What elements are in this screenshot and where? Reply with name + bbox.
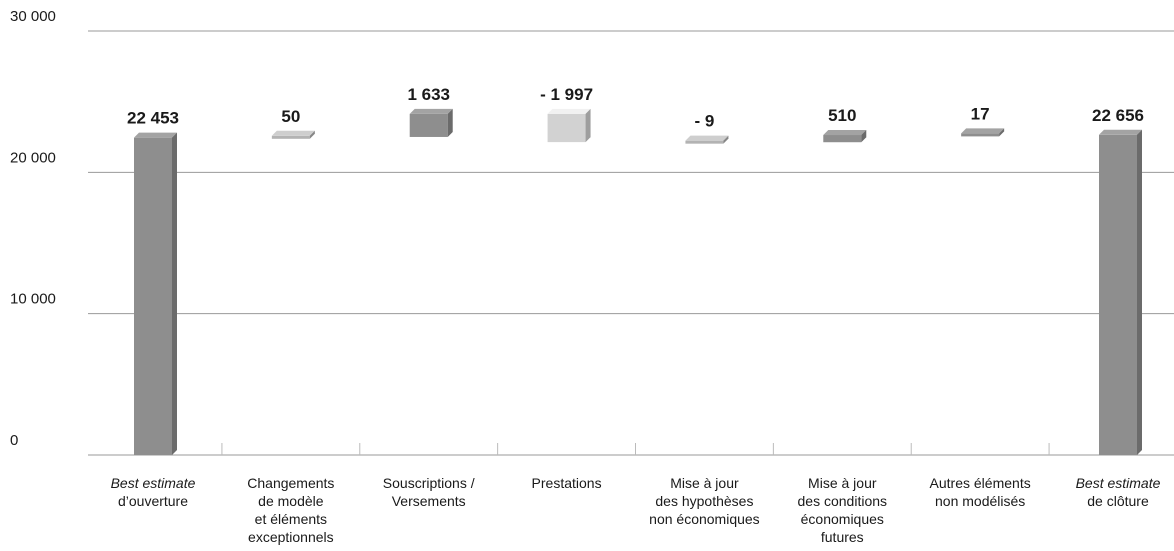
bar-side — [172, 132, 177, 456]
x-tick-label-line: Changements — [247, 475, 334, 491]
bar — [685, 135, 729, 144]
bar-front — [961, 133, 1000, 137]
bar-top — [547, 108, 591, 114]
value-label: 22 453 — [127, 109, 179, 128]
x-tick-label: Autres éléments non modélisés — [930, 475, 1031, 509]
x-tick-label-line: Souscriptions / — [383, 475, 475, 491]
bar-side — [1137, 129, 1142, 455]
value-label: 510 — [828, 106, 856, 125]
bar-top — [134, 132, 177, 138]
bar-side — [723, 135, 729, 144]
x-tick-label-line: non modélisés — [935, 493, 1025, 509]
x-tick-label-line: Best estimate — [1076, 475, 1161, 491]
x-tick-label-line: Mise à jour — [808, 475, 877, 491]
value-label: 1 633 — [407, 85, 450, 104]
x-tick-label-line: des conditions — [798, 493, 888, 509]
bar — [134, 132, 177, 456]
bar — [1099, 129, 1142, 455]
bar-top — [823, 130, 867, 136]
value-label: - 9 — [695, 112, 715, 131]
bar-top — [685, 135, 729, 141]
y-tick-label: 10 000 — [10, 291, 56, 308]
x-tick-label-line: Mise à jour — [670, 475, 739, 491]
x-tick-label-line: exceptionnels — [248, 529, 334, 545]
bar — [961, 128, 1005, 137]
value-label: 22 656 — [1092, 106, 1144, 125]
bar-side — [447, 108, 453, 137]
value-label: 50 — [281, 107, 300, 126]
bar-side — [999, 128, 1005, 137]
x-tick-label-line: Autres éléments — [930, 475, 1031, 491]
bar — [271, 130, 315, 139]
bar-front — [547, 113, 586, 143]
x-tick-label-line: Versements — [392, 493, 466, 509]
bar-side — [585, 108, 591, 143]
x-tick-label: Best estimate d’ouverture — [111, 475, 196, 509]
bar — [409, 108, 453, 137]
x-tick-label-line: d’ouverture — [118, 493, 188, 509]
x-tick-label-line: des hypothèses — [655, 493, 753, 509]
bar-front — [685, 140, 724, 144]
x-tick-label-line: économiques — [801, 511, 884, 527]
bar-side — [309, 130, 315, 139]
x-tick-label: Mise à jour des hypothèses non économiques — [649, 475, 760, 527]
x-tick-label-line: futures — [821, 529, 864, 545]
x-tick-label: Changements de modèle et éléments exception… — [247, 475, 334, 545]
y-tick-label: 30 000 — [10, 8, 56, 25]
bar-front — [1099, 134, 1137, 455]
bar-top — [271, 130, 315, 136]
bar — [547, 108, 591, 143]
value-label: 17 — [971, 104, 990, 123]
x-tick-label: Best estimate de clôture — [1076, 475, 1161, 509]
x-tick-label-line: Best estimate — [111, 475, 196, 491]
bar-front — [823, 135, 862, 143]
bar-front — [409, 113, 448, 137]
x-tick-label-line: Prestations — [532, 475, 602, 491]
bar — [823, 130, 867, 143]
y-tick-label: 0 — [10, 432, 18, 449]
bar-top — [961, 128, 1005, 134]
bar-side — [861, 130, 867, 143]
x-tick-label: Mise à jour des conditions économiques futu… — [798, 475, 888, 545]
x-tick-label-line: de clôture — [1087, 493, 1149, 509]
x-tick-label-line: et éléments — [255, 511, 327, 527]
bar-front — [134, 137, 172, 456]
value-label: - 1 997 — [540, 85, 593, 104]
y-tick-label: 20 000 — [10, 149, 56, 166]
bar-front — [271, 135, 310, 139]
x-tick-label-line: non économiques — [649, 511, 760, 527]
bar-top — [409, 108, 453, 114]
bar-top — [1099, 129, 1142, 135]
x-tick-label: Souscriptions / Versements — [383, 475, 475, 509]
x-tick-label-line: de modèle — [258, 493, 324, 509]
x-tick-label: Prestations — [532, 475, 602, 491]
